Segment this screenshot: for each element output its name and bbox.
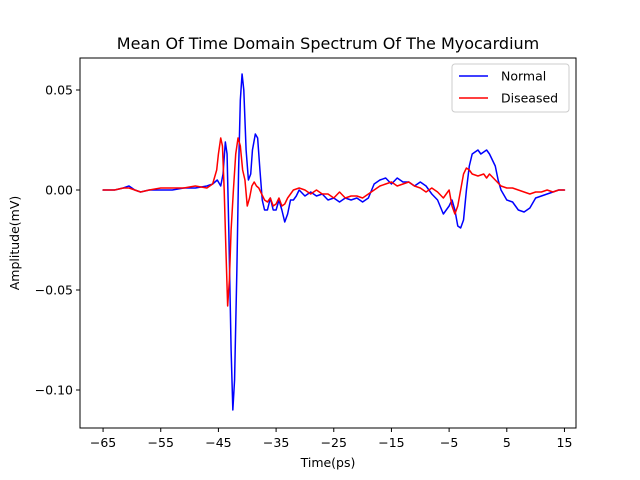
legend-label-normal: Normal	[501, 69, 546, 84]
x-tick-label: −15	[378, 435, 404, 450]
x-axis-label: Time(ps)	[300, 455, 356, 470]
x-tick-label: −45	[205, 435, 231, 450]
x-tick-label: −5	[440, 435, 458, 450]
y-tick-label: −0.10	[35, 383, 73, 398]
series-lines	[102, 73, 566, 411]
x-tick-label: 15	[557, 435, 573, 450]
plot-area	[79, 57, 577, 429]
legend: Normal Diseased	[451, 63, 570, 113]
x-tick-label: −25	[321, 435, 347, 450]
y-axis-label: Amplitude(mV)	[7, 196, 22, 291]
chart-title: Mean Of Time Domain Spectrum Of The Myoc…	[117, 34, 539, 53]
series-line-normal	[102, 73, 566, 411]
x-tick-label: −35	[263, 435, 289, 450]
y-tick-label: 0.00	[45, 183, 73, 198]
legend-label-diseased: Diseased	[501, 91, 558, 106]
y-tick-label: 0.05	[45, 83, 73, 98]
x-tick-label: 5	[503, 435, 511, 450]
y-tick-label: −0.05	[35, 283, 73, 298]
series-line-diseased	[102, 137, 566, 307]
x-axis: −65 −55 −45 −35 −25 −15 −5 5 15	[90, 428, 573, 450]
x-tick-label: −55	[148, 435, 174, 450]
x-tick-label: −65	[90, 435, 116, 450]
y-axis: −0.10 −0.05 0.00 0.05	[35, 83, 80, 398]
